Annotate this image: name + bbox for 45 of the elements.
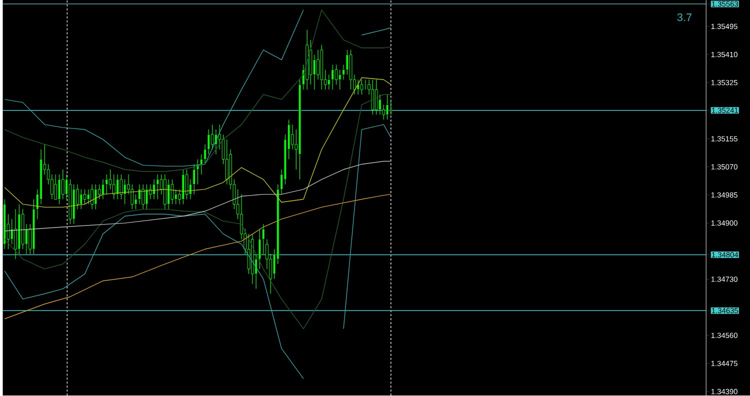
annotation: 3.7 [677,14,692,22]
candlestick [145,184,148,210]
candlestick [112,174,116,200]
candlestick [54,174,58,200]
candlestick [291,124,294,150]
candlestick [386,94,389,120]
candlestick [142,184,144,210]
candlestick [185,169,188,200]
candlestick [390,99,392,116]
candlestick [152,179,156,200]
candlestick [225,139,228,185]
candlestick [371,80,374,116]
candlestick [58,174,61,205]
candlestick [316,50,320,80]
candlestick [356,80,360,96]
candlestick [374,80,378,116]
line-series [4,94,392,330]
candlestick [14,209,17,260]
candlestick [116,174,119,200]
candlestick [334,64,338,86]
line-series [4,161,392,232]
line-series [4,10,392,172]
candlestick [61,169,64,200]
line-series [4,214,304,380]
candlestick [94,184,98,210]
candlestick [83,189,86,205]
candlestick [90,184,94,210]
candlestick [170,179,174,205]
candlestick [247,234,250,274]
candlestick [167,179,170,210]
candlestick [331,64,334,90]
line-series [4,10,304,167]
candlestick [138,184,141,205]
candlestick [364,80,367,90]
line-series [343,124,392,330]
candlestick [156,174,160,200]
candlestick [214,129,218,155]
candlestick [102,179,104,200]
candlestick [210,124,214,150]
line-series [4,194,392,320]
line-series [4,78,392,208]
candlestick [360,80,364,96]
candlestick [80,189,82,210]
candlestick [120,174,123,200]
candlestick [87,189,90,205]
